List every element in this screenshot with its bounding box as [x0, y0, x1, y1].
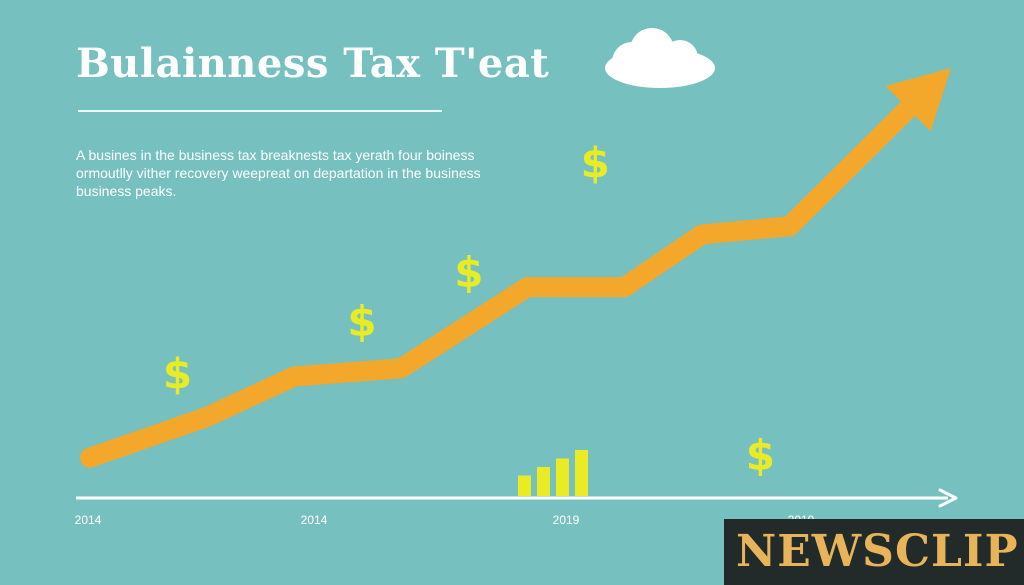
trend-arrowhead: [885, 68, 951, 132]
newsclip-logo: NEWSCLIP: [724, 519, 1024, 585]
page-title: Bulainness Tax T'eat: [76, 40, 550, 87]
x-axis-arrowhead: [938, 488, 958, 508]
small-bar: [518, 475, 531, 496]
dollar-sign-icon: $: [163, 350, 192, 399]
title-divider: [78, 110, 442, 112]
dollar-sign-icon: $: [581, 139, 610, 188]
x-tick-label: 2014: [301, 513, 328, 527]
description-text: A busines in the business tax breaknests…: [76, 147, 481, 199]
x-tick-label: 2019: [553, 513, 580, 527]
dollar-sign-icon: $: [454, 248, 483, 297]
x-tick-label: 2014: [75, 513, 102, 527]
dollar-sign-icon: $: [746, 431, 775, 480]
small-bar: [575, 450, 588, 496]
cloud-icon: [605, 28, 715, 88]
logo-text: NEWSCLIP: [736, 526, 1019, 577]
small-bar: [556, 458, 569, 496]
small-bar: [537, 467, 550, 496]
dollar-sign-icon: $: [347, 297, 376, 346]
trend-line: [80, 94, 923, 468]
